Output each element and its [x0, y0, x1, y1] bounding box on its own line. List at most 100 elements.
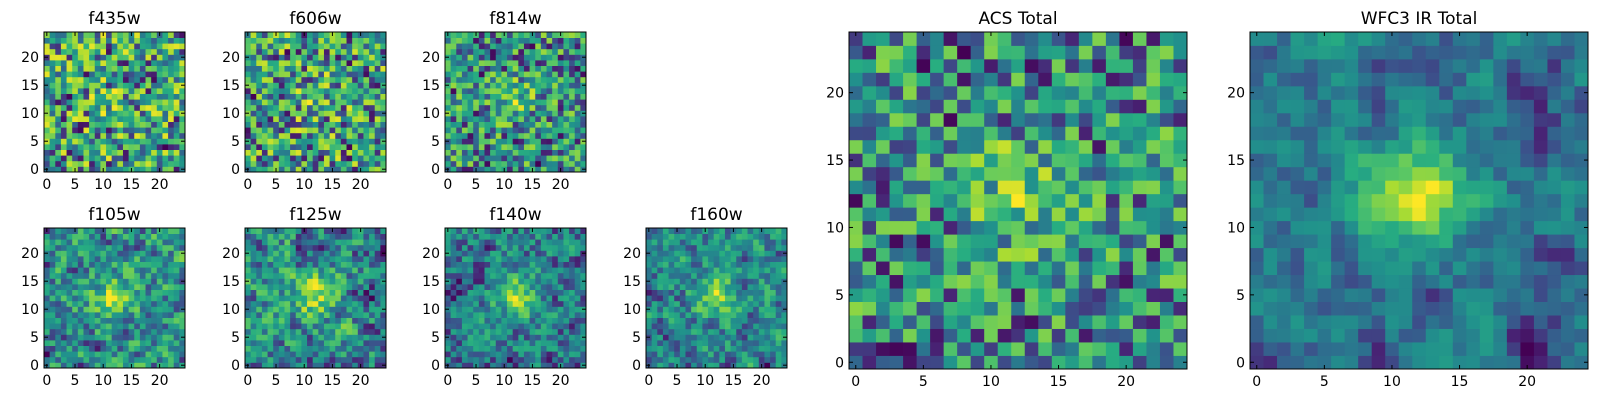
heatmap-cell	[72, 250, 79, 257]
heatmap-cell	[478, 76, 485, 83]
heatmap-cell	[329, 340, 336, 346]
heatmap-cell	[55, 88, 62, 94]
heatmap-cell	[957, 274, 972, 289]
heatmap-cell	[369, 110, 376, 117]
heatmap-cell	[507, 300, 514, 307]
heatmap-cell	[267, 37, 274, 44]
heatmap-cell	[552, 138, 559, 145]
heatmap-cell	[128, 317, 135, 324]
heatmap-cell	[284, 261, 291, 268]
heatmap-cell	[970, 247, 985, 262]
heatmap-cell	[1092, 315, 1107, 329]
heatmap-cell	[89, 244, 96, 251]
y-tick-label: 0	[231, 358, 240, 374]
heatmap-cell	[340, 278, 347, 285]
heatmap-cell	[357, 278, 364, 285]
heatmap-cell	[66, 160, 73, 167]
heatmap-cell	[117, 88, 124, 94]
heatmap-cell	[552, 312, 559, 318]
heatmap-cell	[94, 250, 101, 257]
heatmap-cell	[139, 284, 146, 290]
heatmap-cell	[301, 138, 308, 145]
heatmap-cell	[1092, 166, 1107, 181]
heatmap-cell	[145, 323, 152, 330]
heatmap-cell	[662, 244, 669, 251]
heatmap-cell	[957, 234, 972, 249]
heatmap-cell	[340, 356, 347, 363]
heatmap-cell	[518, 76, 525, 83]
heatmap-cell	[646, 323, 653, 330]
heatmap-cell	[557, 127, 564, 134]
heatmap-cell	[256, 54, 263, 61]
heatmap-cell	[284, 54, 291, 61]
heatmap-cell	[719, 312, 726, 318]
heatmap-cell	[1011, 247, 1026, 262]
heatmap-cell	[563, 317, 570, 324]
heatmap-cell	[456, 312, 463, 318]
heatmap-cell	[346, 43, 353, 50]
heatmap-cell	[162, 239, 169, 246]
heatmap-cell	[94, 239, 101, 246]
heatmap-cell	[139, 60, 146, 66]
heatmap-cell	[66, 99, 73, 106]
heatmap-cell	[540, 138, 547, 145]
heatmap-cell	[278, 228, 285, 234]
heatmap-cell	[523, 239, 530, 246]
heatmap-cell	[156, 267, 163, 274]
heatmap-cell	[1119, 220, 1134, 235]
heatmap-cell	[512, 88, 519, 94]
heatmap-cell	[563, 160, 570, 167]
heatmap-cell	[984, 261, 999, 276]
heatmap-cell	[713, 278, 720, 285]
heatmap-cell	[312, 149, 319, 156]
heatmap-cell	[461, 328, 468, 335]
heatmap-cell	[290, 138, 297, 145]
heatmap-cell	[267, 82, 274, 89]
heatmap-cell	[461, 228, 468, 234]
heatmap-cell	[501, 284, 508, 290]
heatmap-cell	[346, 88, 353, 94]
heatmap-cell	[83, 144, 90, 150]
heatmap-cell	[535, 65, 542, 72]
x-tick-label: 15	[324, 177, 342, 193]
heatmap-cell	[44, 317, 51, 324]
heatmap-cell	[685, 340, 692, 346]
heatmap-cell	[173, 239, 180, 246]
heatmap-cell	[753, 233, 760, 240]
y-tick-label: 0	[30, 162, 39, 178]
heatmap-cell	[450, 256, 457, 262]
heatmap-cell	[450, 261, 457, 268]
heatmap-cell	[736, 334, 743, 341]
heatmap-cell	[173, 256, 180, 262]
heatmap-cell	[507, 289, 514, 296]
heatmap-cell	[461, 166, 468, 173]
heatmap-cell	[245, 317, 252, 324]
heatmap-cell	[674, 334, 681, 341]
heatmap-cell	[456, 295, 463, 302]
heatmap-cell	[546, 239, 553, 246]
heatmap-cell	[1038, 220, 1053, 235]
heatmap-cell	[753, 261, 760, 268]
heatmap-cell	[758, 312, 765, 318]
heatmap-cell	[250, 272, 257, 279]
heatmap-cell	[490, 323, 497, 330]
heatmap-cell	[335, 149, 342, 156]
heatmap-cell	[245, 76, 252, 83]
heatmap-cell	[66, 110, 73, 117]
heatmap-cell	[111, 76, 118, 83]
heatmap-cell	[134, 244, 141, 251]
heatmap-cell	[111, 295, 118, 302]
heatmap-cell	[346, 116, 353, 122]
heatmap-cell	[329, 334, 336, 341]
heatmap-cell	[1146, 180, 1161, 195]
heatmap-cell	[312, 132, 319, 139]
heatmap-cell	[340, 99, 347, 106]
heatmap-cell	[374, 127, 381, 134]
heatmap-cell	[301, 60, 308, 66]
heatmap-cell	[456, 306, 463, 313]
heatmap-cell	[685, 334, 692, 341]
heatmap-cell	[139, 82, 146, 89]
heatmap-cell	[346, 356, 353, 363]
heatmap-cell	[495, 362, 502, 369]
heatmap-cell	[849, 166, 863, 181]
